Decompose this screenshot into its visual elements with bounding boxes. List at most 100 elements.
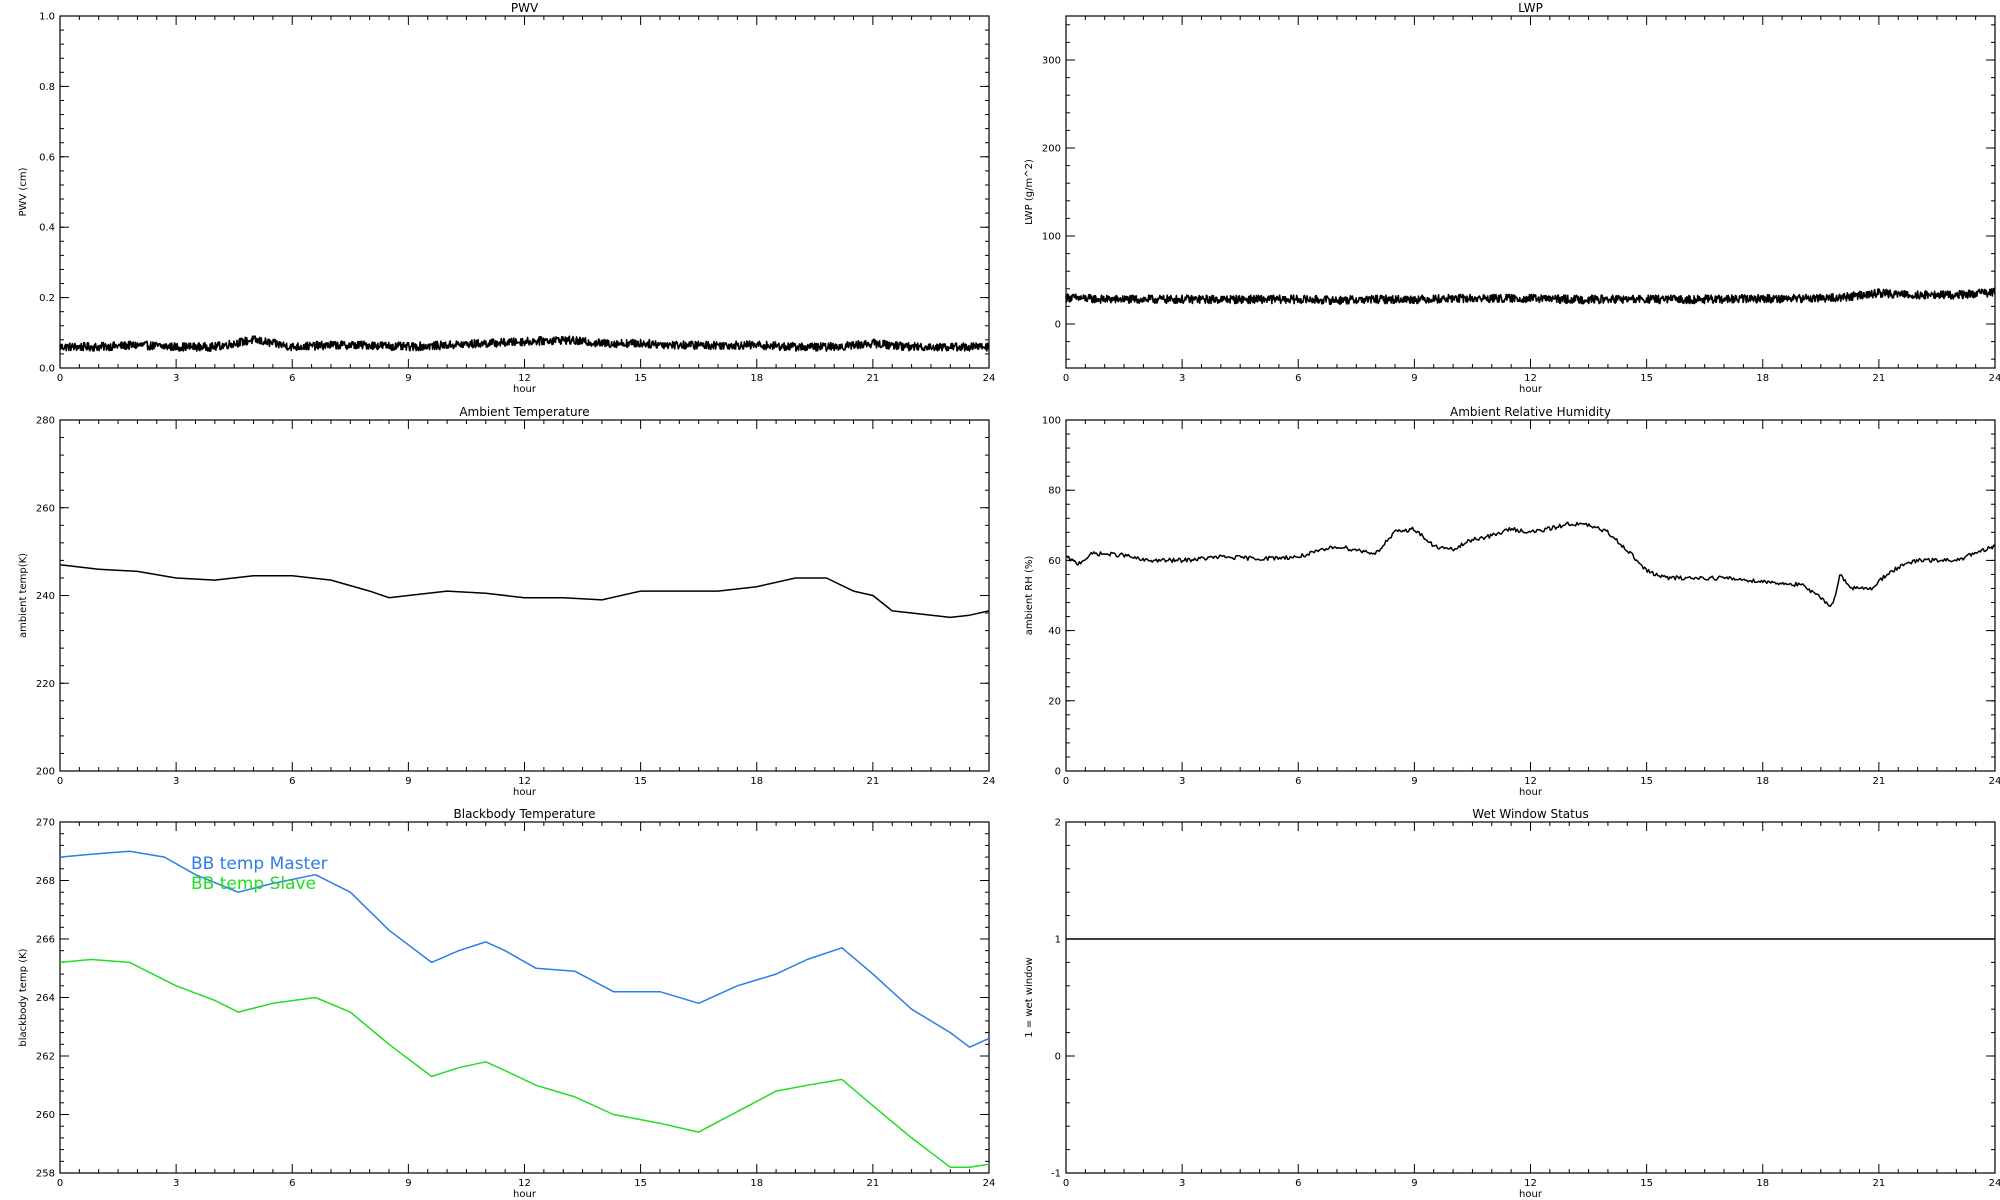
x-tick-label: 3 [1179, 373, 1185, 384]
x-tick-label: 0 [1063, 373, 1069, 384]
y-tick-label: 0 [1055, 767, 1061, 778]
series-line-2 [59, 958, 990, 1168]
x-tick-label: 0 [57, 1178, 63, 1189]
y-tick-label: 1 [1055, 935, 1061, 946]
x-tick-label: 12 [518, 1178, 531, 1189]
x-tick-label: 24 [983, 1178, 996, 1189]
y-axis-label: ambient temp(K) [18, 553, 29, 638]
x-tick-label: 3 [1179, 776, 1185, 787]
plot-frame [1065, 15, 1996, 369]
x-tick-label: 15 [1640, 776, 1653, 787]
plot-frame [1065, 419, 1996, 772]
x-tick-label: 9 [1411, 1178, 1417, 1189]
y-tick-label: 300 [1042, 56, 1061, 67]
x-tick-label: 21 [867, 373, 880, 384]
x-tick-label: 15 [1640, 1178, 1653, 1189]
y-axis-label: 1 = wet window [1024, 957, 1035, 1037]
x-tick-label: 0 [1063, 1178, 1069, 1189]
y-axis-label: blackbody temp (K) [18, 948, 29, 1046]
x-tick-label: 6 [289, 1178, 295, 1189]
y-tick-label: 1.0 [39, 12, 55, 23]
y-tick-label: 280 [36, 416, 55, 427]
x-tick-label: 24 [983, 373, 996, 384]
y-tick-label: 0 [1055, 1052, 1061, 1063]
x-tick-label: 3 [1179, 1178, 1185, 1189]
x-tick-label: 18 [1756, 776, 1769, 787]
x-tick-label: 9 [405, 776, 411, 787]
series-line-1 [59, 850, 990, 1048]
chart-panel-2: LWP hour LWP (g/m^2) 0 3 6 9 12 15 18 21 24 0 100 200 3… [1024, 1, 2000, 395]
x-tick-label: 3 [173, 776, 179, 787]
chart-title: LWP [1518, 1, 1543, 15]
x-tick-label: 6 [1295, 776, 1301, 787]
y-tick-label: 100 [1042, 416, 1061, 427]
y-tick-label: 240 [36, 591, 55, 602]
x-tick-label: 0 [1063, 776, 1069, 787]
x-tick-label: 12 [1524, 373, 1537, 384]
x-tick-label: 6 [289, 373, 295, 384]
x-axis-label: hour [1519, 1189, 1543, 1200]
legend-entry: BB temp Master [191, 854, 328, 874]
series-line-1 [1065, 521, 1996, 608]
x-tick-label: 0 [57, 373, 63, 384]
series-line-1 [59, 564, 990, 619]
x-tick-label: 12 [518, 776, 531, 787]
x-tick-label: 21 [1873, 776, 1886, 787]
x-tick-label: 24 [1989, 776, 2000, 787]
y-tick-label: 264 [36, 993, 55, 1004]
x-axis-label: hour [513, 787, 537, 798]
plot-frame [59, 15, 990, 369]
y-tick-label: 262 [36, 1052, 55, 1063]
x-axis-label: hour [1519, 384, 1543, 395]
y-tick-label: 0.0 [39, 364, 55, 375]
chart-panel-3: Ambient Temperature hour ambient temp(K) 0 3… [18, 405, 995, 798]
y-tick-label: 200 [36, 767, 55, 778]
chart-title: Blackbody Temperature [454, 807, 596, 821]
chart-title: Ambient Relative Humidity [1450, 405, 1611, 419]
plot-frame [1065, 821, 1996, 1174]
y-tick-label: 0 [1055, 320, 1061, 331]
x-tick-label: 3 [173, 373, 179, 384]
x-tick-label: 6 [1295, 373, 1301, 384]
x-tick-label: 3 [173, 1178, 179, 1189]
y-tick-label: 220 [36, 679, 55, 690]
chart-title: Wet Window Status [1472, 807, 1588, 821]
chart-panel-1: PWV hour PWV (cm) 0 3 6 9 12 15 18 21 24 0.0 0.2 0.4 0.… [18, 1, 995, 395]
y-tick-label: 270 [36, 818, 55, 829]
x-tick-label: 12 [1524, 776, 1537, 787]
plot-frame [59, 419, 990, 772]
x-tick-label: 24 [1989, 1178, 2000, 1189]
y-tick-label: 266 [36, 935, 55, 946]
chart-panel-5: Blackbody Temperature hour blackbody temp … [18, 807, 995, 1200]
x-tick-label: 12 [518, 373, 531, 384]
x-tick-label: 9 [1411, 373, 1417, 384]
y-tick-label: 40 [1048, 626, 1061, 637]
y-tick-label: 80 [1048, 486, 1061, 497]
x-tick-label: 15 [634, 373, 647, 384]
y-tick-label: 200 [1042, 144, 1061, 155]
x-axis-label: hour [513, 1189, 537, 1200]
legend-entry: BB temp Slave [191, 874, 316, 894]
x-tick-label: 21 [1873, 1178, 1886, 1189]
y-axis-label: PWV (cm) [18, 167, 29, 216]
x-tick-label: 21 [1873, 373, 1886, 384]
x-axis-label: hour [1519, 787, 1543, 798]
x-tick-label: 6 [1295, 1178, 1301, 1189]
y-tick-label: 0.8 [39, 82, 55, 93]
y-tick-label: 260 [36, 1110, 55, 1121]
x-tick-label: 21 [867, 1178, 880, 1189]
y-tick-label: 0.6 [39, 152, 55, 163]
chart-title: Ambient Temperature [459, 405, 589, 419]
x-tick-label: 24 [983, 776, 996, 787]
y-tick-label: 0.2 [39, 293, 55, 304]
x-tick-label: 15 [634, 776, 647, 787]
x-tick-label: 18 [750, 1178, 763, 1189]
y-tick-label: 260 [36, 503, 55, 514]
x-tick-label: 6 [289, 776, 295, 787]
x-tick-label: 18 [750, 776, 763, 787]
y-axis-label: LWP (g/m^2) [1024, 159, 1035, 225]
x-tick-label: 24 [1989, 373, 2000, 384]
x-tick-label: 21 [867, 776, 880, 787]
y-tick-label: 0.4 [39, 223, 55, 234]
